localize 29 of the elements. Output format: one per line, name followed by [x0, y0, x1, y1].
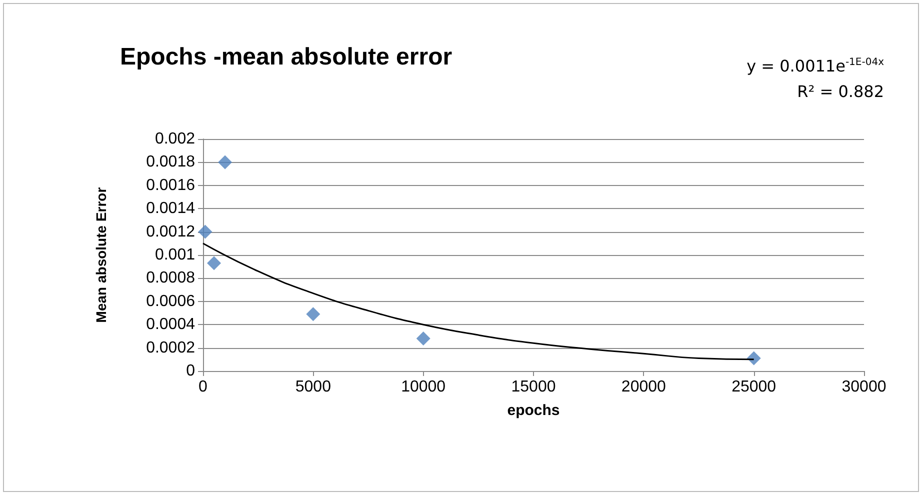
point [416, 332, 430, 346]
y-tick-label: 0.0012 [146, 223, 196, 240]
y-tick-label: 0.002 [154, 130, 196, 148]
point [198, 224, 212, 239]
y-tick-label: 0.0006 [146, 292, 196, 310]
y-tick-label: 0.0008 [146, 270, 196, 287]
chart-title: Epochs -mean absolute error [120, 44, 452, 70]
text: y = 0.0011e$^{-1E-04x}$ [746, 55, 884, 78]
y-tick-label: 0.0016 [146, 176, 196, 194]
point [306, 307, 320, 322]
text: R² = 0.882 [796, 81, 884, 104]
x-tick-label: 25000 [732, 378, 776, 396]
y-tick-label: 0.0002 [146, 339, 196, 356]
x-tick-label: 30000 [842, 378, 886, 396]
point [746, 351, 761, 366]
x-tick-label: 20000 [621, 378, 666, 396]
x-tick-label: 0 [198, 378, 208, 396]
y-tick-label: 0.0018 [146, 154, 196, 171]
point [218, 155, 232, 170]
y-tick-label: 0 [186, 362, 196, 380]
x-tick-label: 15000 [511, 378, 556, 396]
y-tick-label: 0.0004 [146, 316, 196, 334]
y-axis-title: Mean absolute Error [93, 186, 109, 323]
point [207, 256, 222, 270]
x-tick-label: 5000 [295, 378, 332, 396]
y-tick-label: 0.001 [154, 246, 196, 264]
y-tick-label: 0.0014 [146, 200, 196, 218]
x-tick-label: 10000 [401, 378, 446, 396]
x-axis-title: epochs [507, 402, 560, 419]
